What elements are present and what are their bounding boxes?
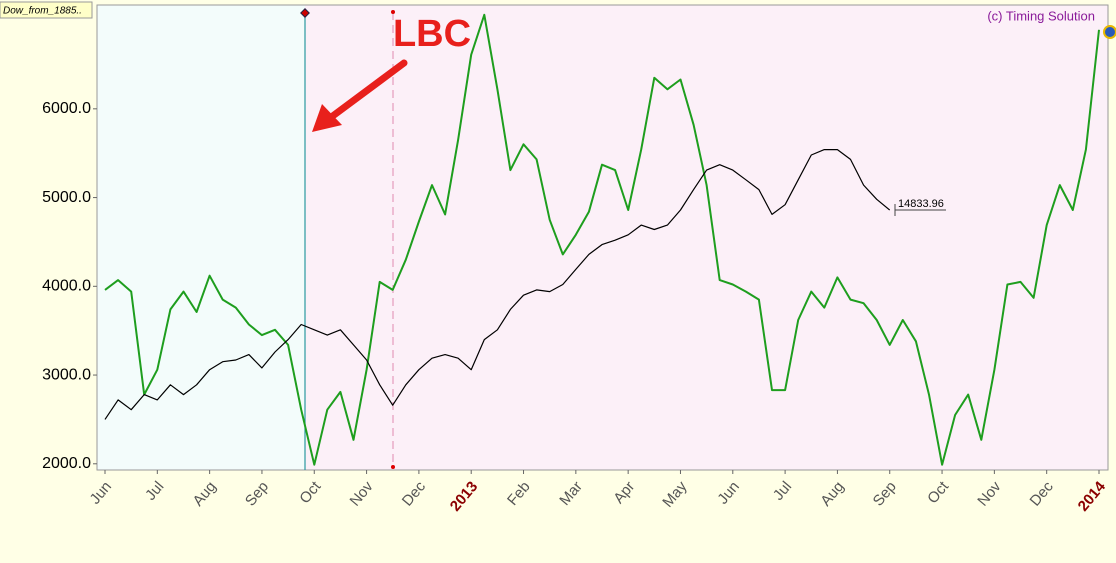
region-after (305, 5, 1108, 470)
lbc-arrow (326, 59, 408, 122)
plot-frame (96, 4, 1109, 471)
series-line (104, 13, 1100, 466)
last-price: 14833.96 (898, 198, 944, 210)
lbc-label: LBC (393, 13, 471, 55)
dot (391, 10, 395, 14)
y-tick-label: 3000.0 (42, 366, 91, 383)
globe-icon (1103, 25, 1116, 39)
dot (391, 465, 395, 469)
series-line (104, 149, 891, 420)
symbol-box (0, 1, 93, 19)
copyright: (c) Timing Solution (987, 8, 1095, 23)
region-before (97, 5, 305, 470)
y-tick-label: 5000.0 (42, 189, 91, 206)
symbol-label: Dow_from_1885.. (3, 6, 82, 17)
y-tick-label: 2000.0 (42, 455, 91, 472)
lbc-handle (300, 8, 310, 18)
y-tick-label: 4000.0 (42, 278, 91, 295)
lbc-arrowhead (312, 104, 342, 132)
y-tick-label: 6000.0 (42, 100, 91, 117)
marks (104, 13, 1100, 466)
